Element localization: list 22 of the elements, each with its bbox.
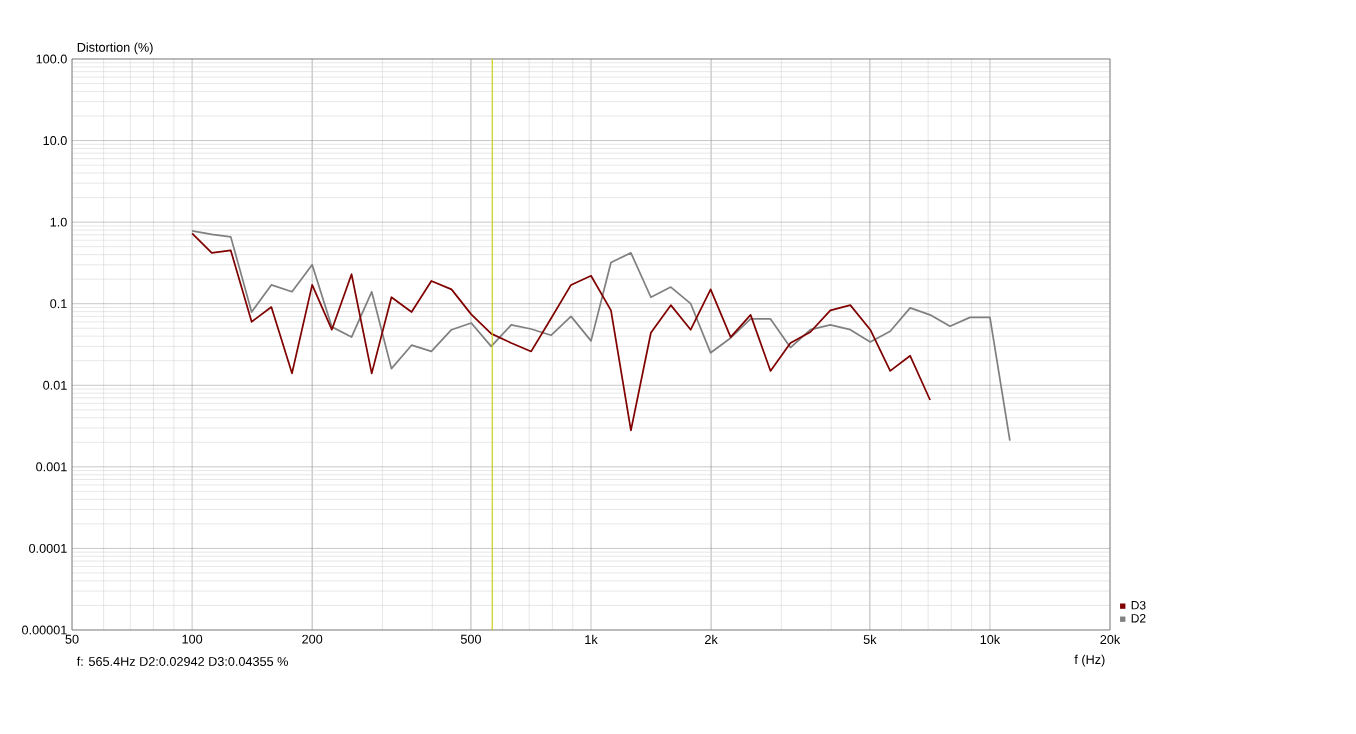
y-tick-label: 0.001	[36, 462, 67, 472]
y-tick-label: 100.0	[36, 54, 67, 64]
x-tick-label: 2k	[705, 634, 718, 644]
x-tick-label: 1k	[585, 634, 598, 644]
text: f: 565.4Hz D2:0.02942 D3:0.04355 %	[76, 656, 288, 666]
legend-label: D3	[1131, 600, 1146, 610]
x-axis-title: f (Hz)	[1074, 654, 1105, 667]
x-tick-label: 500	[460, 634, 481, 644]
x-tick-label: 20k	[1100, 634, 1121, 645]
x-tick-label: 5k	[863, 634, 877, 645]
y-tick-label: 10.0	[43, 136, 67, 146]
x-tick-label: 200	[302, 634, 323, 644]
y-tick-label: 0.01	[43, 380, 67, 390]
y-tick-label: 1.0	[50, 217, 67, 227]
y-tick-label: 0.0001	[29, 543, 67, 553]
x-tick-label: 10k	[980, 634, 1001, 645]
x-tick-label: 100	[182, 634, 203, 644]
x-tick-label: 50	[65, 634, 79, 644]
y-tick-label: 0.1	[50, 299, 67, 309]
legend-label: D2	[1131, 614, 1146, 623]
y-axis-title: Distortion (%)	[77, 42, 153, 55]
y-tick-label: 0.00001	[22, 625, 67, 635]
